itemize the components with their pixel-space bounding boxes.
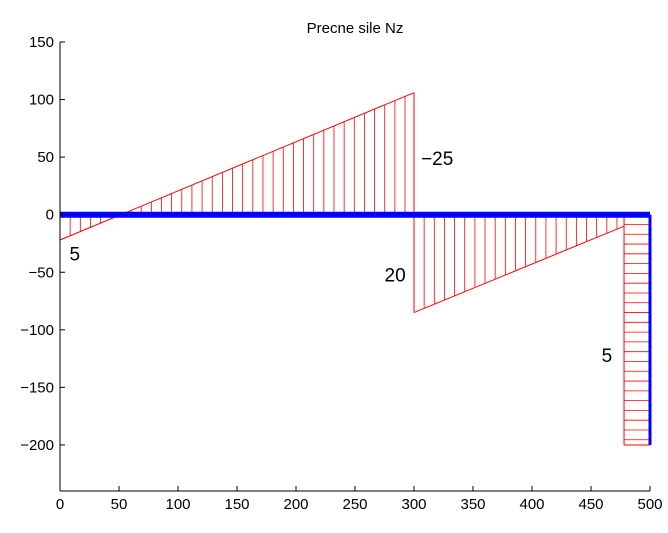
annotation-label: 5 xyxy=(602,346,613,367)
y-tick-label: −200 xyxy=(20,437,54,454)
x-tick-label: 150 xyxy=(224,496,249,513)
y-tick-label: −150 xyxy=(20,379,54,396)
annotation-label: 5 xyxy=(69,245,80,266)
y-tick-label: 50 xyxy=(37,149,54,166)
x-tick-label: 400 xyxy=(519,496,544,513)
y-tick-label: −100 xyxy=(20,322,54,339)
annotation-label: −25 xyxy=(421,149,453,170)
diagram-segment-2 xyxy=(413,225,625,314)
x-tick-label: 0 xyxy=(56,496,64,513)
x-tick-label: 50 xyxy=(111,496,128,513)
x-tick-label: 100 xyxy=(165,496,190,513)
x-tick-label: 250 xyxy=(342,496,367,513)
x-tick-label: 200 xyxy=(283,496,308,513)
annotation-layer: 5 −25 20 5 xyxy=(69,149,612,367)
y-tick-label: −50 xyxy=(29,264,54,281)
y-tick-label: 0 xyxy=(46,207,54,224)
chart-title: Precne sile Nz xyxy=(307,20,404,37)
beam-layer xyxy=(60,211,652,445)
axes-layer: 0 50 100 150 200 250 300 350 400 450 500150100500−… xyxy=(20,34,662,513)
x-tick-label: 500 xyxy=(637,496,662,513)
x-tick-label: 350 xyxy=(460,496,485,513)
x-tick-label: 450 xyxy=(578,496,603,513)
y-tick-label: 150 xyxy=(29,34,54,51)
y-tick-label: 100 xyxy=(29,92,54,109)
x-tick-label: 300 xyxy=(401,496,426,513)
annotation-label: 20 xyxy=(385,265,406,286)
